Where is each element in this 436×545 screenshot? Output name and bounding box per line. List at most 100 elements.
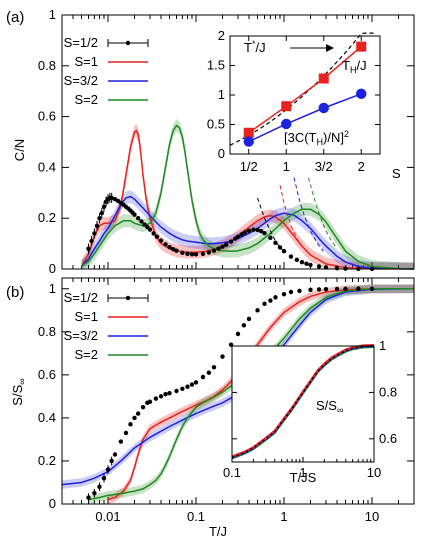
data-point-b: [86, 495, 91, 500]
data-point-b: [241, 323, 247, 328]
data-point-a: [228, 239, 234, 244]
data-point-a: [158, 238, 164, 243]
legend-a-label-2: S=3/2: [64, 73, 98, 88]
y-tick-label: 0.8: [38, 324, 56, 339]
asymptote-a-1: [279, 185, 303, 247]
inset-a-ytick-label: 0.5: [207, 117, 225, 132]
data-point-b: [211, 365, 217, 370]
data-point-b: [118, 439, 124, 444]
data-point-a: [180, 250, 185, 255]
data-point-a: [139, 219, 144, 224]
data-point-a: [235, 234, 241, 239]
inset-a-c-marker: [243, 136, 254, 147]
inset-b-xtick-label: 10: [367, 465, 381, 480]
data-point-b: [185, 384, 190, 389]
data-point-a: [99, 210, 105, 216]
data-point-b: [246, 316, 252, 322]
inset-a-arrowhead: [326, 44, 334, 52]
data-point-b: [153, 396, 159, 401]
x-tick-label: 10: [365, 509, 379, 524]
legend-b-label-0: S=1/2: [64, 290, 98, 305]
inset-a-xlabel: S: [392, 166, 401, 181]
data-point-b: [189, 382, 195, 387]
data-point-b: [235, 331, 241, 337]
panel-a: (a) C/N 0 0.2 0.4 0.6 0.8 1 S=1/2 S=1 S=3/2 S…: [6, 7, 415, 276]
inset-a-xtick-label: 1: [283, 159, 290, 174]
data-point-a: [294, 257, 300, 263]
data-point-b: [193, 380, 199, 385]
inset-b-curve: [231, 344, 375, 460]
data-point-a: [170, 246, 176, 252]
inset-a-th-marker: [243, 127, 254, 138]
data-point-b: [262, 301, 267, 307]
y-tick-label: 0.2: [38, 210, 56, 225]
panel-a-frame: [61, 14, 415, 270]
data-point-a: [211, 248, 217, 253]
inset-a-ytick-label: 1.5: [207, 58, 225, 73]
data-point-b: [101, 475, 107, 481]
data-point-b: [132, 415, 137, 421]
inset-a-xtick-label: 3/2: [315, 159, 333, 174]
data-point-b: [109, 458, 114, 464]
data-point-a: [308, 262, 313, 268]
inset-b-yticks: 0.6 0.8 1: [232, 338, 397, 446]
inset-b-frame: [231, 345, 375, 463]
x-tick-label: 0.1: [187, 509, 205, 524]
data-point-a: [273, 240, 278, 246]
data-point-a: [281, 249, 287, 254]
inset-a-series: [229, 32, 377, 147]
y-tick-label: 0.2: [38, 453, 56, 468]
panel-a-asymptotes: [257, 177, 338, 252]
data-point-a: [299, 259, 305, 265]
series-b-line-2: [61, 288, 415, 486]
inset-a-label-c: [3C(TH)/N]2: [284, 129, 349, 147]
inset-b-ytick-label: 0.8: [379, 384, 397, 399]
inset-a-th-marker: [318, 73, 329, 84]
data-point-a: [239, 232, 244, 237]
data-point-a: [154, 234, 160, 239]
inset-a-frame: [229, 35, 381, 155]
inset-b-ytick-label: 1: [379, 338, 386, 353]
inset-b-points-line: [231, 345, 375, 459]
series-b-line-3: [88, 288, 414, 501]
legend-a-swatch-0: [107, 39, 149, 47]
data-point-a: [220, 244, 225, 249]
data-point-a: [246, 228, 252, 233]
panel-b-inset: 0.6 0.8 1 0.1 1 10 T/JS S/S∞: [223, 338, 397, 485]
x-tick-label: 1: [280, 509, 287, 524]
legend-b-label-1: S=1: [75, 309, 99, 324]
legend-b-label-3: S=2: [75, 347, 99, 362]
data-point-b: [323, 286, 329, 292]
inset-b-xlabel: T/JS: [290, 470, 317, 485]
inset-a-label-th: TH/J: [342, 58, 367, 75]
data-point-a: [132, 212, 137, 217]
y-tick-label: 0.6: [38, 109, 56, 124]
series-a-line-2: [80, 195, 415, 270]
inset-a-xtick-label: 1/2: [240, 159, 258, 174]
data-point-a: [316, 264, 322, 269]
data-point-a: [288, 254, 294, 259]
data-point-b: [135, 411, 141, 416]
data-point-b: [255, 308, 260, 313]
inset-a-th-marker: [281, 101, 292, 112]
band-a-3: [81, 119, 414, 269]
inset-a-xticks: 1/2 1 3/2 2: [240, 36, 365, 174]
data-point-b: [369, 286, 375, 291]
y-tick-label: 0.8: [38, 58, 56, 73]
asymptote-a-2: [293, 177, 324, 252]
panel-b-lines: [61, 288, 415, 501]
data-point-b: [140, 404, 146, 410]
data-point-b: [112, 452, 118, 457]
data-point-b: [163, 392, 168, 397]
data-point-a: [89, 238, 94, 244]
inset-a-c-line: [248, 93, 362, 143]
panel-b-label: (b): [6, 284, 24, 301]
panel-a-points: [86, 192, 375, 272]
legend-b-swatch-0: [107, 294, 149, 302]
data-point-a: [277, 245, 283, 250]
inset-a-c-marker: [318, 102, 329, 114]
data-point-a: [185, 251, 190, 256]
data-point-b: [273, 295, 278, 300]
data-point-a: [206, 250, 212, 255]
